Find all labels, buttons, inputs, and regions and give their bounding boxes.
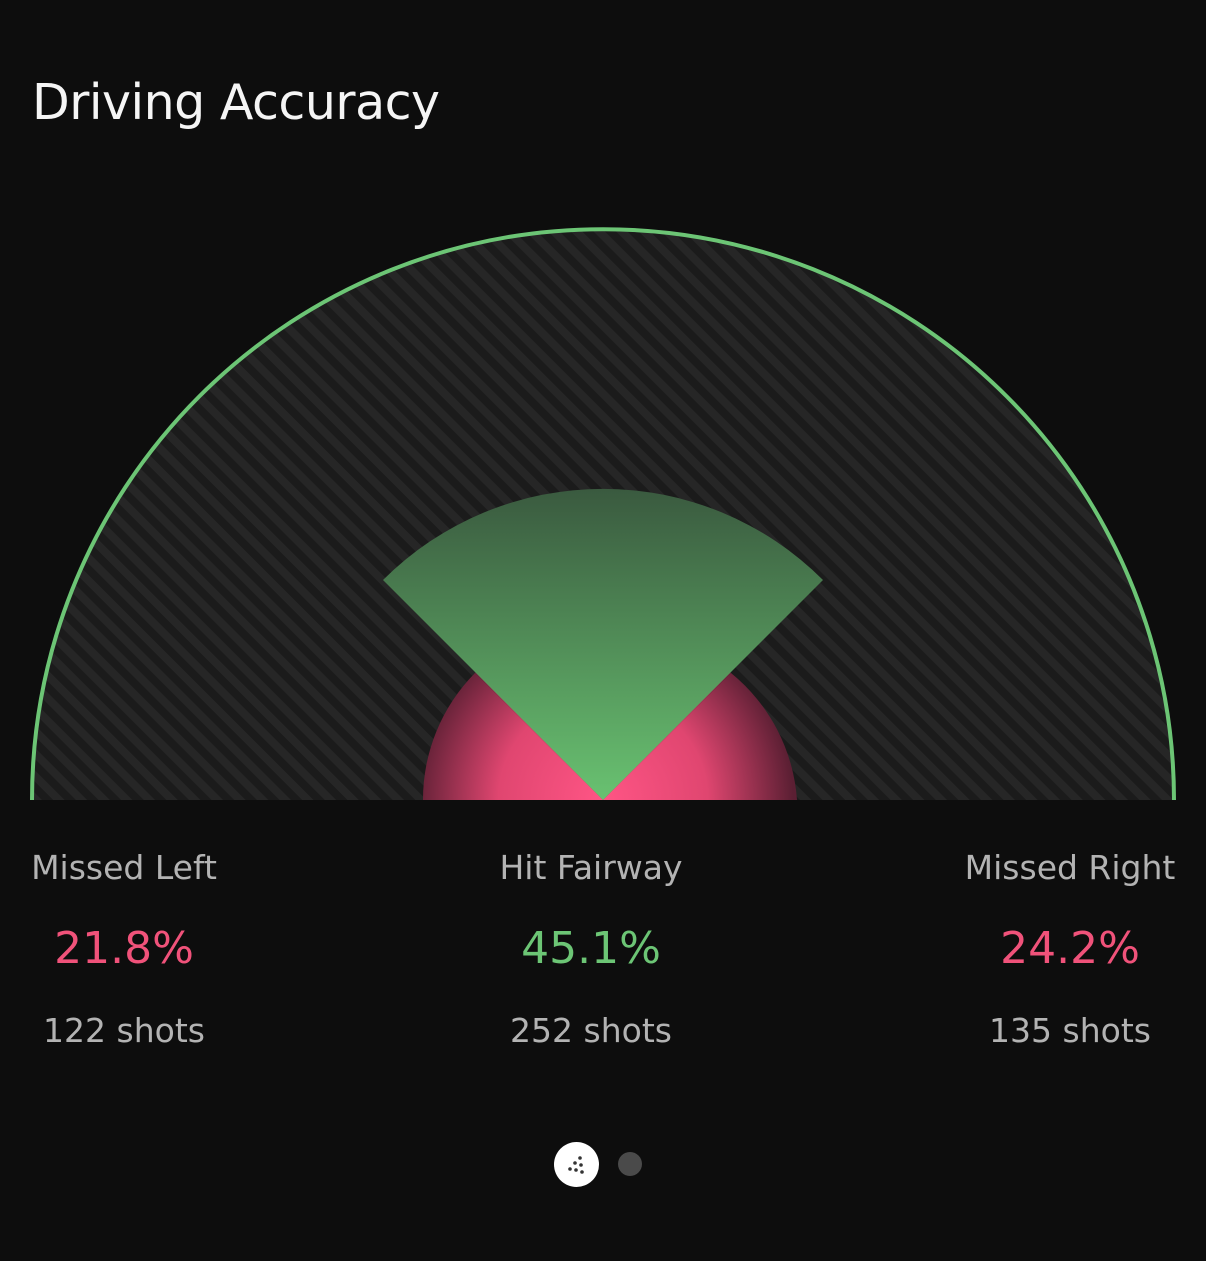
missed-right-shots: 135 shots <box>989 1011 1151 1050</box>
missed-left-sector <box>422 673 603 800</box>
page-dot-2[interactable] <box>618 1152 642 1176</box>
missed-right-sector <box>603 673 797 800</box>
golf-ball-icon <box>568 1156 584 1174</box>
missed-left-shots: 122 shots <box>43 1011 205 1050</box>
page-dot-1[interactable] <box>554 1142 599 1187</box>
hit-fairway-label: Hit Fairway <box>499 848 683 887</box>
driving-accuracy-gauge <box>30 227 1176 801</box>
missed-left-label: Missed Left <box>31 848 217 887</box>
page-title: Driving Accuracy <box>32 74 440 131</box>
missed-right-percent: 24.2% <box>1000 923 1140 974</box>
missed-left-percent: 21.8% <box>54 923 194 974</box>
hit-fairway-sector <box>383 488 823 800</box>
hit-fairway-shots: 252 shots <box>510 1011 672 1050</box>
missed-right-label: Missed Right <box>964 848 1176 887</box>
hit-fairway-percent: 45.1% <box>521 923 661 974</box>
gauge-outer-arc <box>30 227 1176 801</box>
page-indicator <box>0 1140 1206 1188</box>
